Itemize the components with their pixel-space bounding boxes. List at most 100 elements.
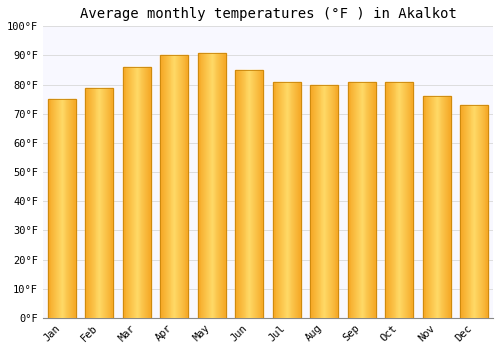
Bar xyxy=(174,55,175,318)
Bar xyxy=(352,82,354,318)
Bar xyxy=(250,70,251,318)
Bar xyxy=(87,88,88,318)
Bar xyxy=(60,99,61,318)
Bar xyxy=(371,82,372,318)
Bar xyxy=(112,88,114,318)
Bar xyxy=(218,52,220,318)
Bar xyxy=(390,82,391,318)
Bar xyxy=(184,55,186,318)
Bar xyxy=(315,85,316,318)
Bar xyxy=(387,82,388,318)
Bar xyxy=(124,67,126,318)
Bar xyxy=(142,67,144,318)
Bar xyxy=(385,82,386,318)
Bar xyxy=(136,67,137,318)
Bar xyxy=(181,55,182,318)
Bar xyxy=(244,70,246,318)
Bar xyxy=(172,55,174,318)
Bar xyxy=(314,85,315,318)
Bar xyxy=(140,67,141,318)
Bar xyxy=(175,55,176,318)
Bar xyxy=(325,85,326,318)
Bar xyxy=(317,85,318,318)
Bar xyxy=(251,70,252,318)
Bar xyxy=(138,67,140,318)
Bar xyxy=(328,85,329,318)
Bar xyxy=(211,52,212,318)
Bar xyxy=(398,82,400,318)
Bar xyxy=(62,99,64,318)
Bar xyxy=(431,96,432,318)
Bar xyxy=(92,88,94,318)
Bar xyxy=(206,52,207,318)
Bar xyxy=(285,82,286,318)
Bar xyxy=(476,105,477,318)
Bar xyxy=(362,82,364,318)
Bar xyxy=(272,82,274,318)
Bar xyxy=(468,105,469,318)
Bar xyxy=(396,82,398,318)
Bar xyxy=(133,67,134,318)
Bar xyxy=(430,96,431,318)
Bar xyxy=(361,82,362,318)
Bar xyxy=(107,88,108,318)
Bar xyxy=(350,82,352,318)
Bar xyxy=(374,82,375,318)
Bar xyxy=(327,85,328,318)
Bar xyxy=(128,67,130,318)
Bar xyxy=(57,99,58,318)
Bar xyxy=(280,82,281,318)
Bar xyxy=(312,85,313,318)
Bar xyxy=(146,67,147,318)
Bar xyxy=(131,67,132,318)
Bar xyxy=(214,52,216,318)
Bar xyxy=(162,55,163,318)
Bar xyxy=(389,82,390,318)
Bar xyxy=(405,82,406,318)
Bar xyxy=(433,96,434,318)
Bar xyxy=(357,82,358,318)
Bar xyxy=(55,99,56,318)
Bar xyxy=(126,67,128,318)
Bar xyxy=(460,105,461,318)
Bar xyxy=(432,96,433,318)
Bar xyxy=(167,55,168,318)
Bar xyxy=(223,52,224,318)
Bar xyxy=(331,85,332,318)
Bar xyxy=(364,82,366,318)
Bar xyxy=(103,88,104,318)
Bar xyxy=(375,82,376,318)
Bar xyxy=(436,96,437,318)
Bar xyxy=(85,88,114,318)
Bar xyxy=(222,52,223,318)
Bar xyxy=(320,85,322,318)
Bar xyxy=(283,82,284,318)
Bar xyxy=(108,88,110,318)
Bar xyxy=(255,70,256,318)
Bar xyxy=(467,105,468,318)
Bar xyxy=(355,82,356,318)
Bar xyxy=(407,82,408,318)
Bar xyxy=(85,88,86,318)
Bar xyxy=(134,67,135,318)
Bar xyxy=(241,70,242,318)
Bar xyxy=(61,99,62,318)
Bar xyxy=(256,70,257,318)
Bar xyxy=(475,105,476,318)
Bar xyxy=(474,105,475,318)
Bar xyxy=(334,85,336,318)
Title: Average monthly temperatures (°F ) in Akalkot: Average monthly temperatures (°F ) in Ak… xyxy=(80,7,456,21)
Bar xyxy=(212,52,214,318)
Bar xyxy=(477,105,478,318)
Bar xyxy=(242,70,244,318)
Bar xyxy=(318,85,320,318)
Bar xyxy=(313,85,314,318)
Bar xyxy=(253,70,254,318)
Bar xyxy=(284,82,285,318)
Bar xyxy=(465,105,466,318)
Bar xyxy=(210,52,211,318)
Bar xyxy=(360,82,361,318)
Bar xyxy=(298,82,299,318)
Bar xyxy=(470,105,472,318)
Bar xyxy=(86,88,87,318)
